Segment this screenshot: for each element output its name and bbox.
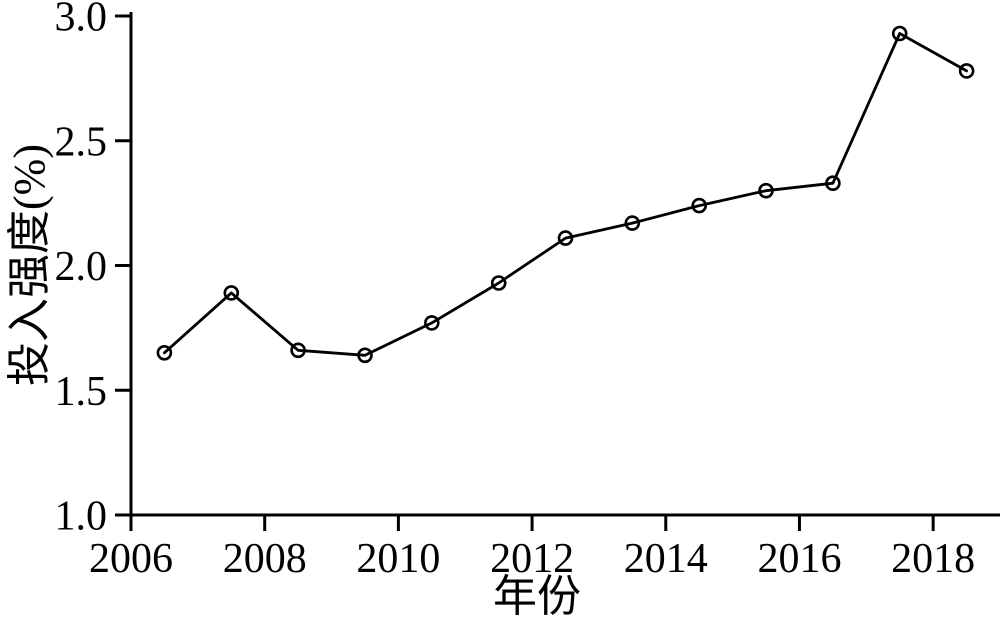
- data-point: [156, 344, 173, 361]
- y-tick-label: 1.0: [55, 494, 108, 540]
- x-tick-label: 2006: [89, 536, 173, 582]
- data-point: [490, 275, 507, 291]
- y-axis-title: 投入强度(%): [5, 144, 54, 386]
- y-tick-label: 2.0: [55, 244, 108, 290]
- data-point: [758, 182, 774, 199]
- y-tick-label: 3.0: [55, 0, 108, 41]
- data-point: [691, 197, 708, 214]
- y-tick-label: 1.5: [55, 369, 108, 415]
- series-line: [162, 32, 968, 357]
- x-tick-label: 2012: [490, 536, 574, 582]
- x-tick-label: 2008: [223, 536, 307, 582]
- x-tick-label: 2018: [891, 536, 975, 582]
- data-point: [891, 25, 908, 42]
- x-tick-label: 2010: [356, 536, 440, 582]
- x-axis-title: 年份: [493, 572, 581, 621]
- data-point: [290, 342, 306, 359]
- data-point: [223, 285, 240, 301]
- x-tick-label: 2014: [624, 536, 708, 582]
- data-point: [825, 175, 841, 191]
- data-point: [423, 315, 440, 331]
- data-point: [557, 230, 574, 246]
- data-point: [958, 63, 975, 79]
- data-point: [624, 215, 641, 231]
- y-tick-label: 2.5: [55, 119, 108, 165]
- x-tick-label: 2016: [757, 536, 841, 582]
- data-point: [357, 347, 373, 364]
